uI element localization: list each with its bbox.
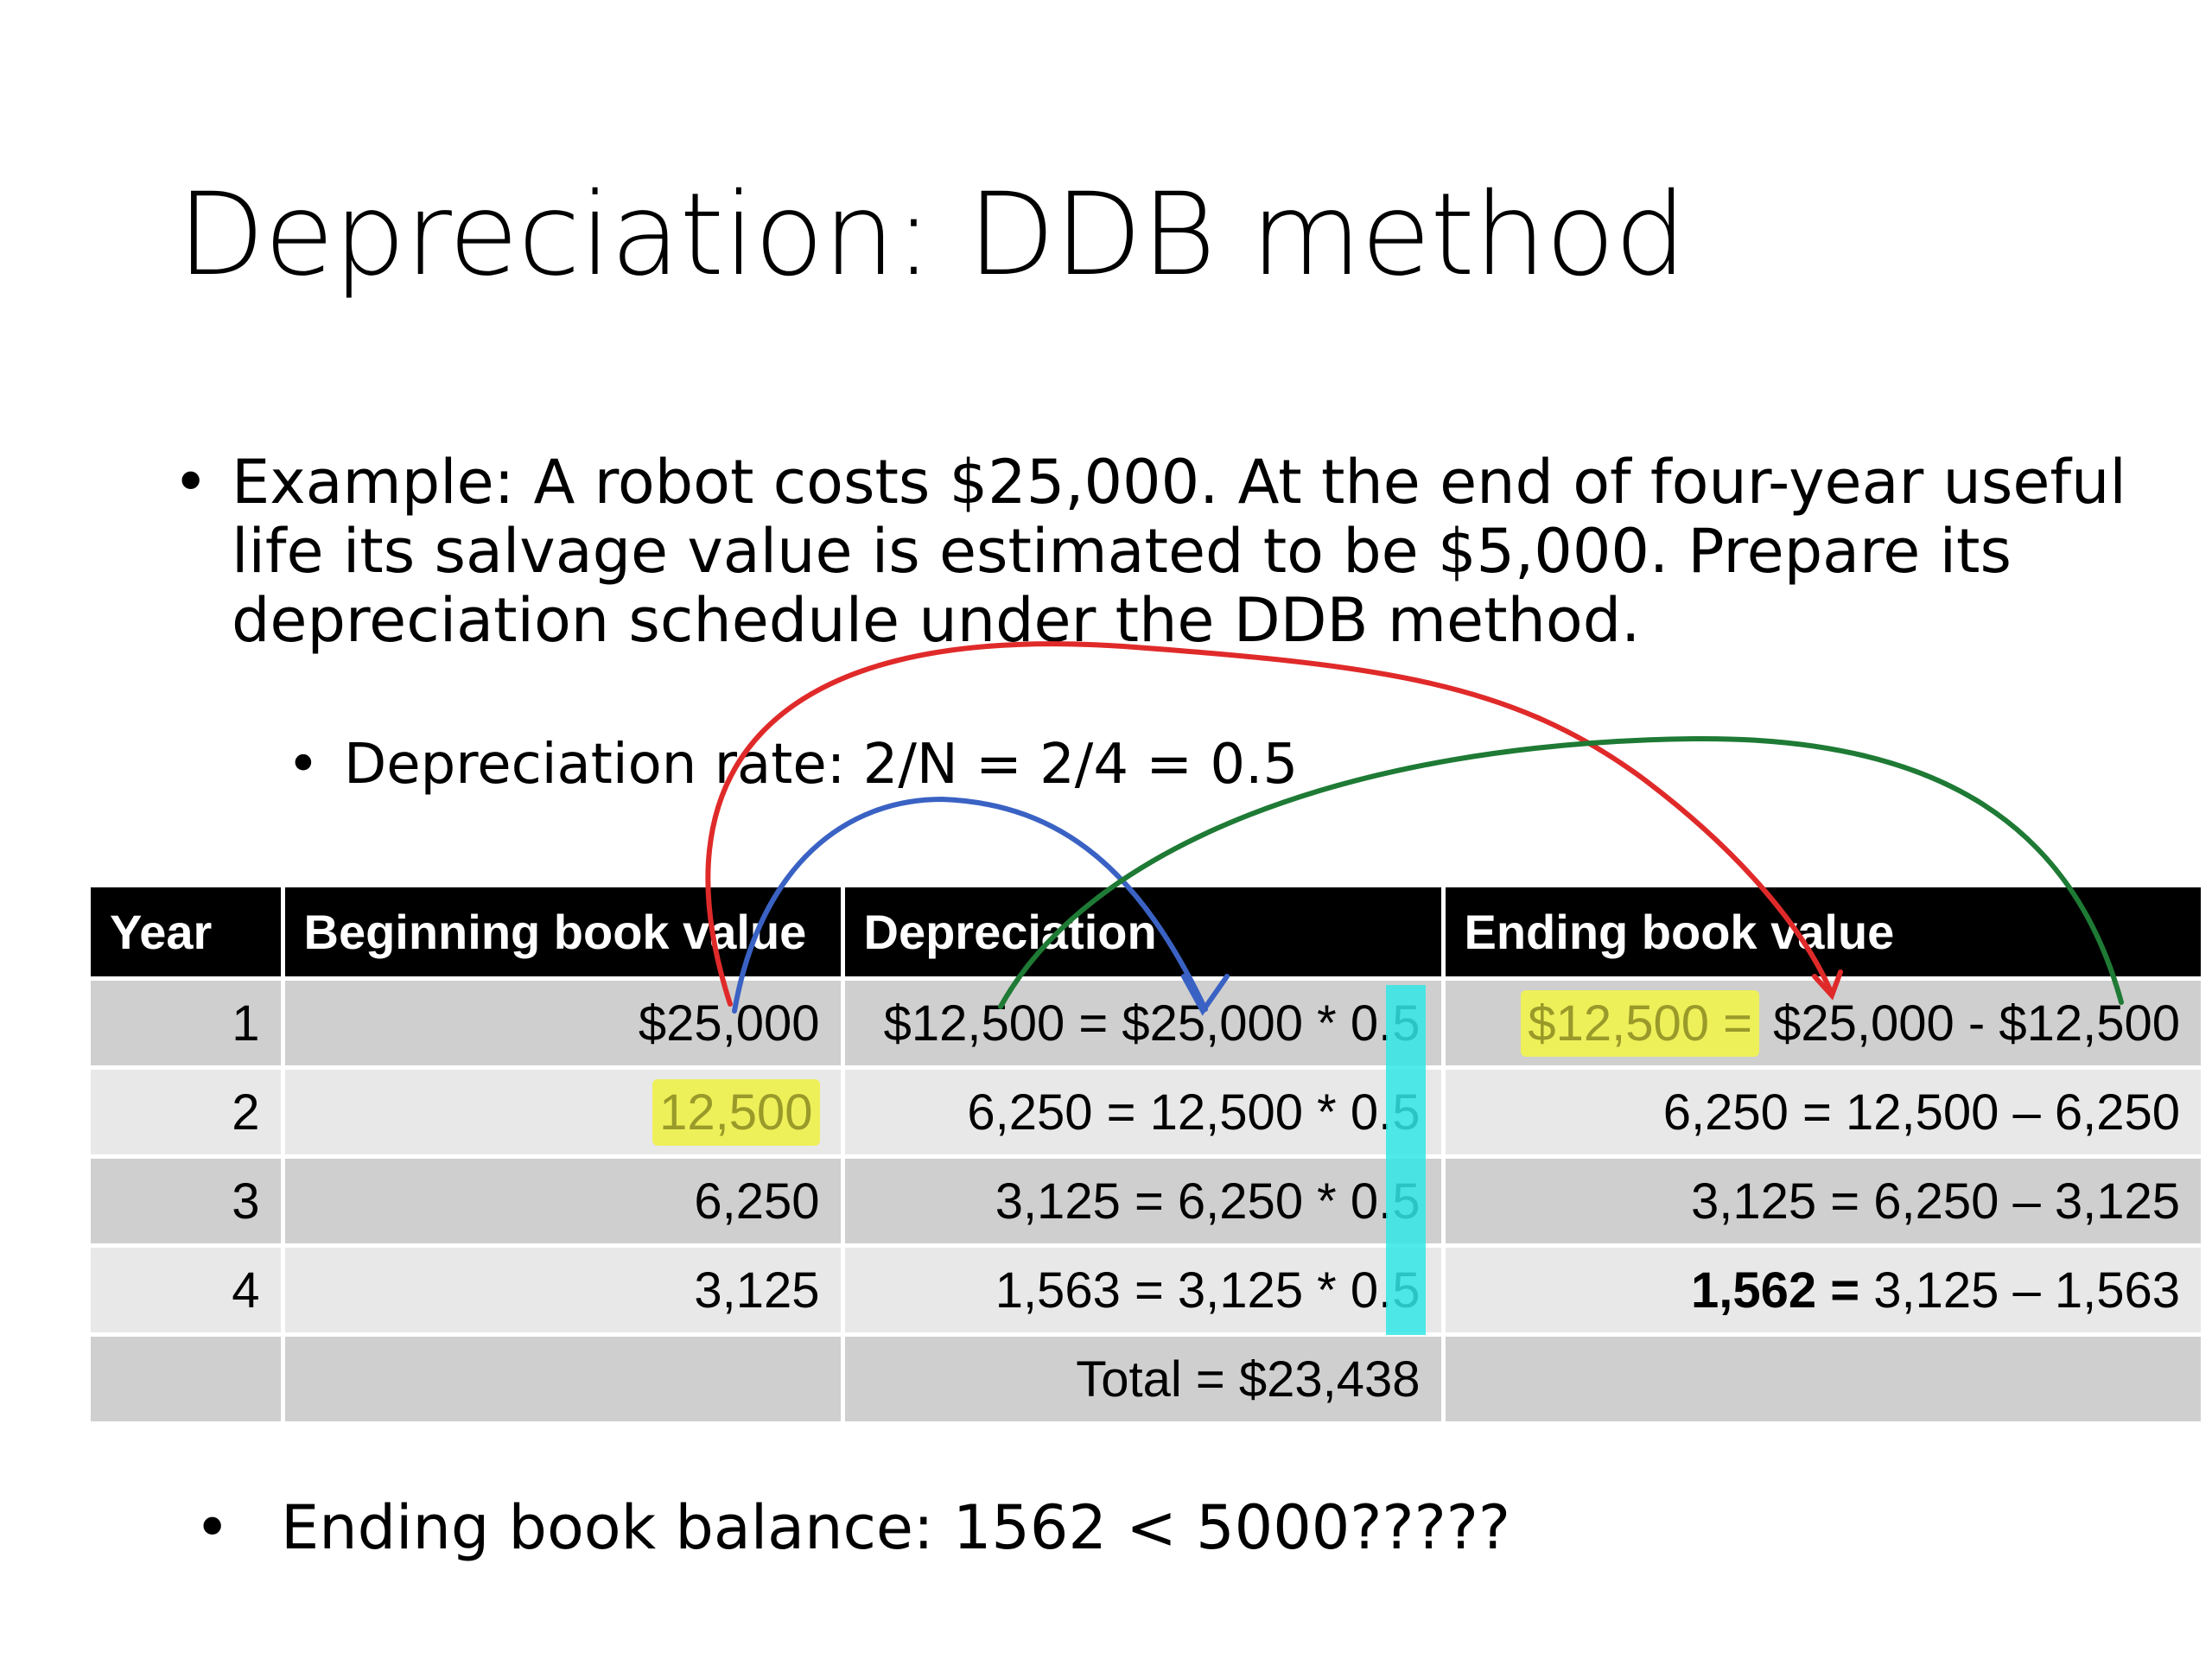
ending-formula: $25,000 - $12,500 (1759, 995, 2180, 1052)
year-cell (91, 1332, 283, 1421)
header-beginning-book-value: Beginning book value (280, 887, 842, 979)
beginning-cell: 12,500 (280, 1065, 842, 1157)
table-row: 4 3,125 1,563 = 3,125 * 0.5 1,562 = 3,12… (91, 1243, 2201, 1335)
example-text: Example: A robot costs $25,000. At the e… (232, 447, 2126, 656)
total-cell: Total = $23,438 (840, 1332, 1443, 1421)
highlighted-value: 12,500 (652, 1078, 820, 1146)
ending-cell: $12,500 = $25,000 - $12,500 (1440, 976, 2201, 1068)
rate-bullet: • Depreciation rate: 2/N = 2/4 = 0.5 (287, 730, 1299, 799)
table-row: 2 12,500 6,250 = 12,500 * 0.5 6,250 = 12… (91, 1065, 2201, 1157)
ending-cell: 3,125 = 6,250 – 3,125 (1440, 1154, 2201, 1246)
bullet-dot: • (194, 1492, 231, 1563)
beginning-cell (280, 1332, 842, 1421)
header-depreciation: Depreciation (840, 887, 1443, 979)
ending-cell (1440, 1332, 2201, 1421)
depreciation-schedule-table: Year Beginning book value Depreciation E… (91, 887, 2201, 1421)
ending-cell: 6,250 = 12,500 – 6,250 (1440, 1065, 2201, 1157)
depreciation-cell: 6,250 = 12,500 * 0.5 (840, 1065, 1443, 1157)
year-cell: 4 (91, 1243, 283, 1335)
ending-formula: 3,125 – 1,563 (1859, 1262, 2180, 1319)
conclusion-bullet: • Ending book balance: 1562 < 5000????? (194, 1492, 1511, 1563)
depreciation-cell: 1,563 = 3,125 * 0.5 (840, 1243, 1443, 1335)
header-ending-book-value: Ending book value (1440, 887, 2201, 979)
bullet-dot: • (173, 447, 209, 518)
highlighted-value: $12,500 = (1521, 989, 1760, 1057)
beginning-cell: 3,125 (280, 1243, 842, 1335)
ending-bold-value: 1,562 = (1690, 1262, 1860, 1319)
beginning-cell: 6,250 (280, 1154, 842, 1246)
table-header-row: Year Beginning book value Depreciation E… (91, 887, 2201, 979)
bullet-dot: • (287, 733, 320, 797)
slide-title: Depreciation: DDB method (177, 168, 1687, 302)
header-year: Year (91, 887, 283, 979)
table-row: 3 6,250 3,125 = 6,250 * 0.5 3,125 = 6,25… (91, 1154, 2201, 1246)
rate-text: Depreciation rate: 2/N = 2/4 = 0.5 (344, 733, 1299, 797)
depreciation-cell: 3,125 = 6,250 * 0.5 (840, 1154, 1443, 1246)
year-cell: 2 (91, 1065, 283, 1157)
depreciation-cell: $12,500 = $25,000 * 0.5 (840, 976, 1443, 1068)
year-cell: 3 (91, 1154, 283, 1246)
conclusion-text: Ending book balance: 1562 < 5000????? (281, 1492, 1511, 1563)
table-row: 1 $25,000 $12,500 = $25,000 * 0.5 $12,50… (91, 976, 2201, 1068)
table-total-row: Total = $23,438 (91, 1332, 2201, 1421)
beginning-cell: $25,000 (280, 976, 842, 1068)
ending-cell: 1,562 = 3,125 – 1,563 (1440, 1243, 2201, 1335)
year-cell: 1 (91, 976, 283, 1068)
example-bullet: • Example: A robot costs $25,000. At the… (173, 447, 2133, 656)
